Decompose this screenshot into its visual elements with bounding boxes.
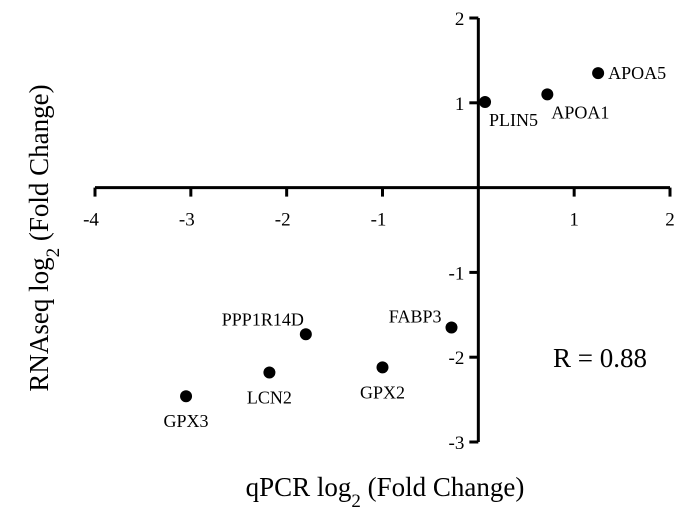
y-tick-label: 1 [455,94,465,115]
point-label: APOA5 [608,63,666,83]
data-point [299,328,312,341]
x-tick-label: -4 [83,210,99,231]
y-axis-title: RNAseq log2 (Fold Change) [24,84,64,391]
point-label: LCN2 [247,387,292,407]
point-label: PLIN5 [489,110,538,130]
y-tick-label: -2 [449,348,465,369]
point-label: GPX2 [360,382,405,402]
data-point [376,361,389,374]
data-point [592,67,605,80]
data-point [541,88,554,101]
correlation-annotation: R = 0.88 [553,343,647,373]
point-label: APOA1 [551,102,609,122]
x-tick-label: 1 [569,210,579,231]
x-tick-label: -1 [371,210,387,231]
ticks: -4 -3 -2 -1 1 2 -3 -2 -1 1 2 [83,9,675,454]
point-label: FABP3 [389,307,442,327]
x-tick-label: -2 [275,210,291,231]
x-tick-label: -3 [179,210,195,231]
data-point [263,366,276,379]
y-tick-label: 2 [455,9,465,30]
point-label: PPP1R14D [222,309,304,329]
data-point [445,321,458,334]
data-points: APOA5 APOA1 PLIN5 FABP3 PPP1R14D GPX2 LCN2 GPX3 [164,63,667,431]
x-axis-title: qPCR log2 (Fold Change) [246,472,525,512]
x-tick-label: 2 [665,210,675,231]
y-tick-label: -1 [449,263,465,284]
data-point [180,390,193,403]
data-point [479,95,492,108]
point-label: GPX3 [164,411,209,431]
y-tick-label: -3 [449,433,465,454]
